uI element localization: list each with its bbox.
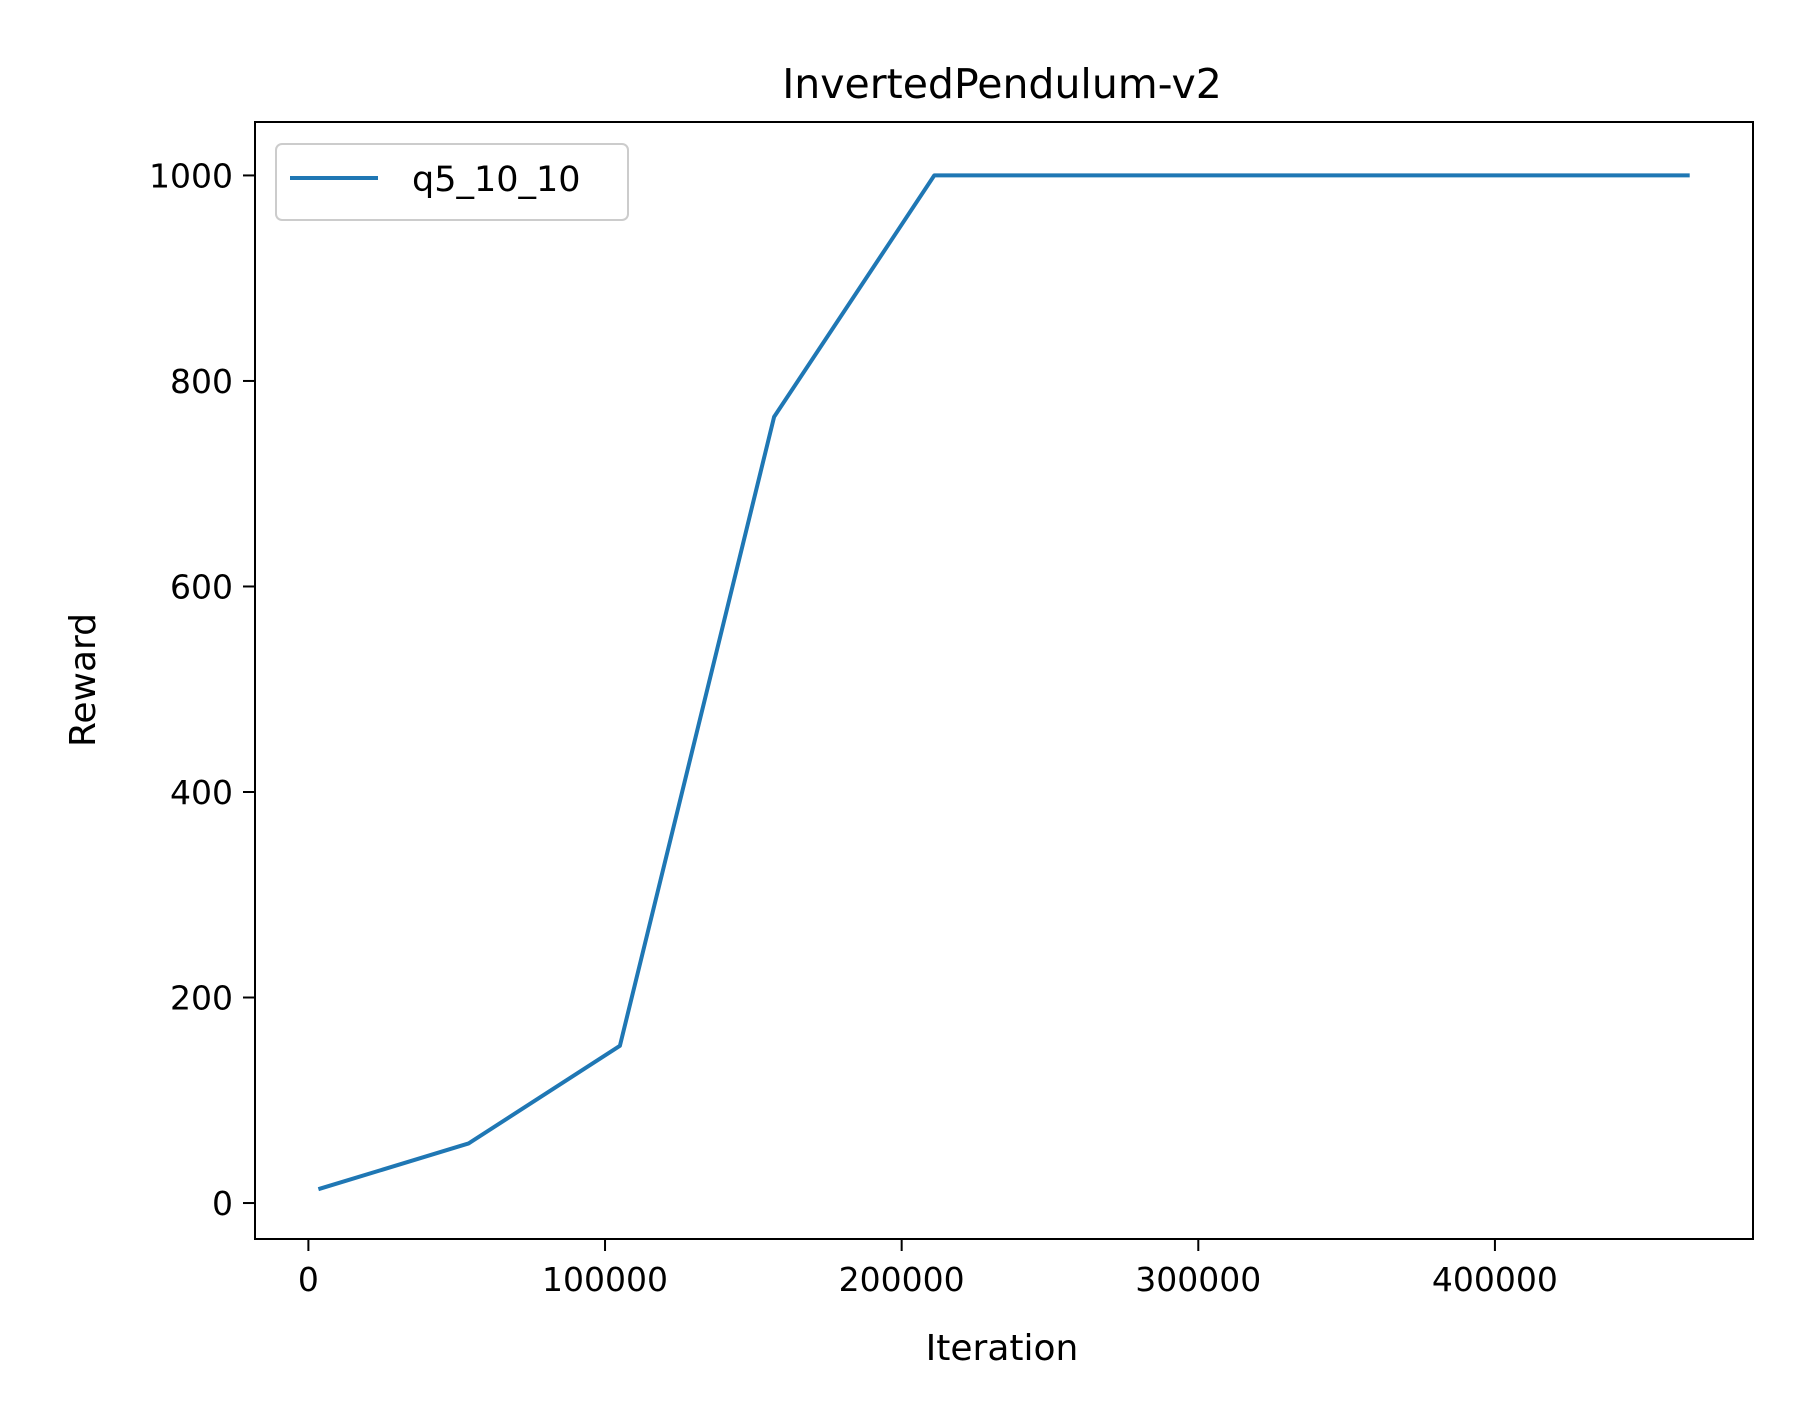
x-tick-label: 0 xyxy=(298,1260,319,1299)
legend-box xyxy=(275,143,629,221)
legend: q5_10_10 xyxy=(275,143,629,221)
series-line xyxy=(317,173,1690,1192)
x-tick-label: 100000 xyxy=(542,1260,668,1299)
plot-frame xyxy=(254,121,1754,1240)
x-axis: 0 100000 200000 300000 400000 xyxy=(298,1239,1558,1299)
series-layer xyxy=(317,173,1690,1192)
y-axis: 0 200 400 600 800 1000 xyxy=(149,156,255,1223)
y-tick-label: 0 xyxy=(212,1184,233,1223)
y-tick-label: 600 xyxy=(170,567,233,606)
x-tick-label: 200000 xyxy=(839,1260,965,1299)
y-tick-label: 200 xyxy=(170,979,233,1018)
legend-label: q5_10_10 xyxy=(412,160,581,200)
y-tick-label: 1000 xyxy=(149,156,233,195)
chart-title: InvertedPendulum-v2 xyxy=(782,60,1222,108)
y-tick-label: 400 xyxy=(170,773,233,812)
y-axis-title: Reward xyxy=(63,613,104,747)
y-tick-label: 800 xyxy=(170,362,233,401)
x-tick-label: 400000 xyxy=(1432,1260,1558,1299)
plot-area xyxy=(255,122,1753,1239)
x-axis-title: Iteration xyxy=(926,1328,1079,1369)
x-tick-label: 300000 xyxy=(1135,1260,1261,1299)
